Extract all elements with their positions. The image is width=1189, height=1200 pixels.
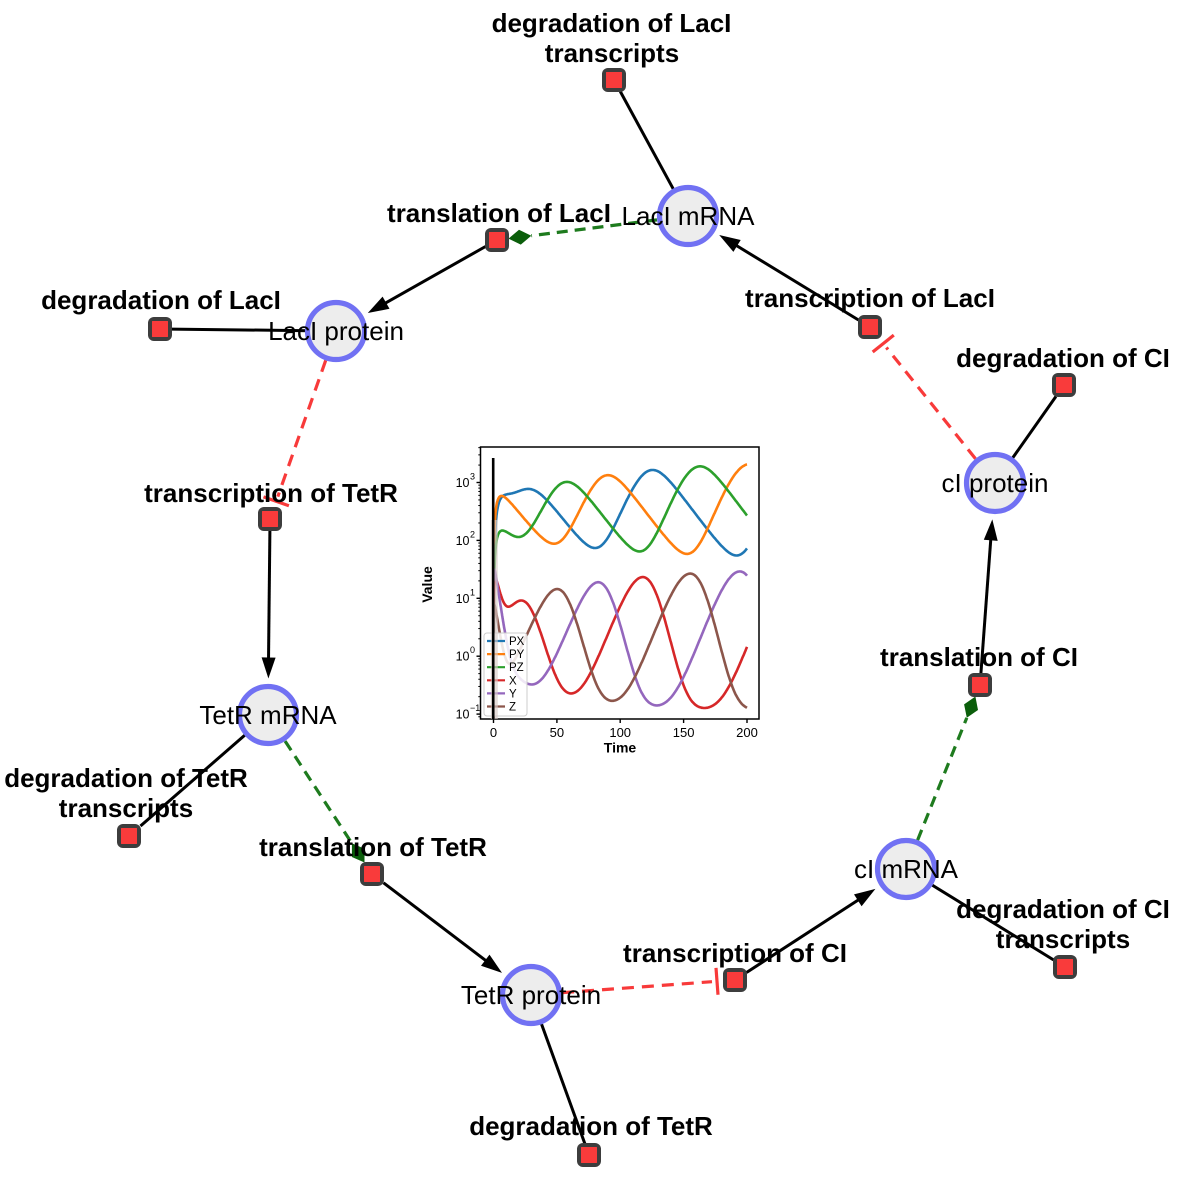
svg-text:10: 10 (456, 476, 470, 490)
svg-text:PZ: PZ (509, 662, 524, 674)
svg-text:3: 3 (470, 472, 475, 482)
svg-text:50: 50 (550, 725, 564, 740)
svg-text:transcripts: transcripts (59, 793, 193, 823)
svg-text:0: 0 (470, 645, 475, 655)
svg-text:−1: −1 (470, 703, 480, 713)
svg-text:transcription of CI: transcription of CI (623, 938, 847, 968)
svg-text:degradation of TetR: degradation of TetR (4, 763, 248, 793)
svg-text:cI mRNA: cI mRNA (854, 854, 959, 884)
svg-text:PX: PX (509, 636, 525, 648)
svg-text:cI protein: cI protein (942, 468, 1049, 498)
svg-text:degradation of LacI: degradation of LacI (492, 8, 732, 38)
svg-text:Value: Value (419, 566, 435, 603)
svg-text:2: 2 (470, 529, 475, 539)
svg-text:10: 10 (456, 592, 470, 606)
svg-text:10: 10 (456, 708, 470, 722)
svg-text:translation of CI: translation of CI (880, 642, 1078, 672)
svg-text:Z: Z (509, 702, 516, 714)
svg-text:PY: PY (509, 649, 525, 661)
svg-text:degradation of CI: degradation of CI (956, 343, 1170, 373)
svg-text:X: X (509, 675, 517, 687)
svg-text:10: 10 (456, 534, 470, 548)
svg-text:translation of LacI: translation of LacI (387, 198, 611, 228)
svg-text:transcripts: transcripts (996, 924, 1130, 954)
svg-text:10: 10 (456, 650, 470, 664)
svg-text:transcripts: transcripts (545, 38, 679, 68)
svg-text:150: 150 (673, 725, 695, 740)
svg-text:100: 100 (609, 725, 631, 740)
svg-text:0: 0 (490, 725, 497, 740)
svg-text:transcription of LacI: transcription of LacI (745, 283, 995, 313)
svg-text:LacI mRNA: LacI mRNA (622, 201, 756, 231)
svg-text:degradation of CI: degradation of CI (956, 894, 1170, 924)
svg-text:Time: Time (604, 740, 637, 756)
svg-text:translation of TetR: translation of TetR (259, 832, 487, 862)
svg-text:1: 1 (470, 587, 475, 597)
svg-text:LacI protein: LacI protein (268, 316, 404, 346)
svg-text:Y: Y (509, 688, 517, 700)
svg-text:200: 200 (736, 725, 758, 740)
svg-text:degradation of LacI: degradation of LacI (41, 285, 281, 315)
svg-text:degradation of TetR: degradation of TetR (469, 1111, 713, 1141)
svg-text:transcription of TetR: transcription of TetR (144, 478, 398, 508)
svg-text:TetR protein: TetR protein (461, 980, 601, 1010)
svg-text:TetR mRNA: TetR mRNA (199, 700, 337, 730)
